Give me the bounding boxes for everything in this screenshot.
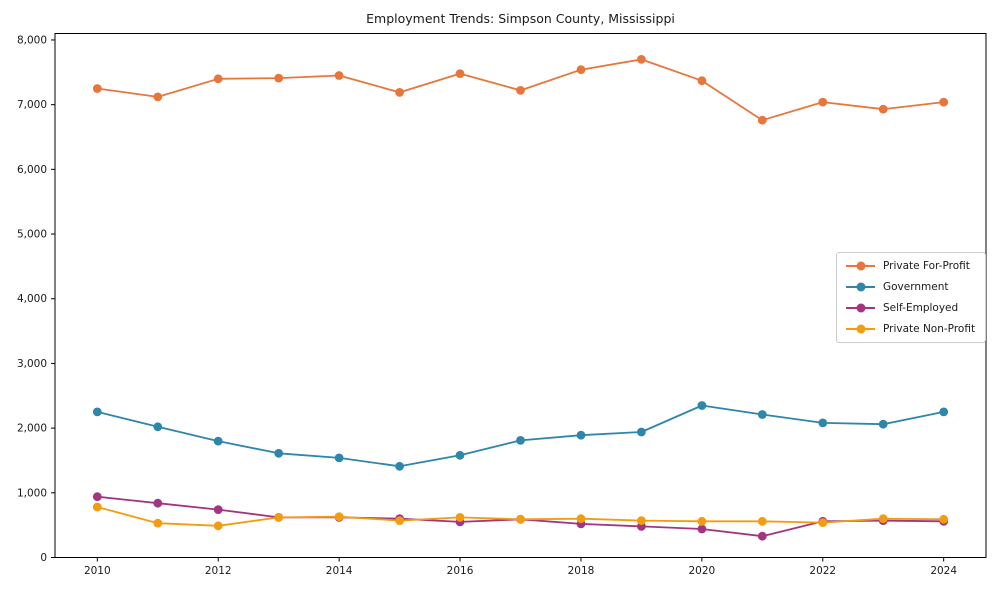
data-point-private-non-profit — [516, 514, 525, 524]
data-point-private-for-profit — [516, 86, 525, 95]
data-point-private-non-profit — [455, 513, 465, 522]
data-point-private-for-profit — [92, 84, 102, 93]
data-point-self-employed — [213, 505, 223, 514]
data-point-government — [637, 427, 646, 437]
data-point-private-non-profit — [878, 514, 888, 524]
legend-label: Private For-Profit — [883, 260, 970, 272]
data-point-government — [92, 407, 102, 417]
y-tick-label: 5,000 — [17, 229, 47, 241]
legend-label: Private Non-Profit — [883, 323, 976, 335]
data-point-government — [334, 453, 344, 463]
data-point-private-for-profit — [697, 76, 707, 86]
x-tick-label: 2022 — [809, 565, 836, 577]
data-point-self-employed — [757, 531, 767, 541]
y-tick-label: 8,000 — [17, 34, 47, 46]
data-point-private-non-profit — [153, 518, 163, 528]
legend-item-government: Government — [846, 281, 975, 293]
data-point-private-non-profit — [334, 512, 344, 522]
data-point-government — [697, 401, 707, 410]
data-point-private-for-profit — [395, 88, 404, 97]
data-point-government — [818, 418, 828, 428]
legend-item-private-non-profit: Private Non-Profit — [846, 323, 975, 335]
y-tick-label: 1,000 — [17, 487, 47, 499]
data-point-private-non-profit — [395, 516, 404, 525]
legend-line-marker-icon — [846, 324, 875, 334]
data-point-private-non-profit — [213, 521, 223, 531]
data-point-government — [274, 448, 284, 458]
data-point-government — [455, 450, 465, 460]
data-point-government — [395, 461, 404, 471]
data-point-government — [153, 422, 163, 432]
data-point-private-for-profit — [576, 65, 586, 75]
legend: Private For-Profit Government Self-Emplo… — [836, 252, 987, 343]
series-line-government — [97, 404, 944, 468]
data-point-private-for-profit — [757, 115, 767, 125]
data-point-private-non-profit — [818, 518, 828, 527]
y-tick-label: 3,000 — [17, 358, 47, 370]
y-tick-label: 6,000 — [17, 164, 47, 176]
chart-title: Employment Trends: Simpson County, Missi… — [366, 11, 675, 26]
data-point-private-for-profit — [818, 97, 828, 107]
x-tick-label: 2014 — [326, 565, 353, 577]
legend-label: Government — [883, 281, 949, 293]
data-point-private-for-profit — [637, 55, 646, 64]
x-tick-label: 2016 — [447, 565, 474, 577]
data-point-self-employed — [92, 492, 102, 502]
data-point-private-for-profit — [878, 104, 888, 114]
x-tick-label: 2020 — [688, 565, 715, 577]
data-point-private-non-profit — [757, 516, 767, 526]
legend-line-marker-icon — [846, 282, 875, 292]
data-point-government — [576, 430, 586, 440]
y-tick-label: 4,000 — [17, 293, 47, 305]
x-tick-label: 2018 — [568, 565, 595, 577]
data-point-private-for-profit — [213, 74, 223, 84]
legend-line-marker-icon — [846, 261, 875, 271]
data-point-government — [516, 436, 525, 445]
data-point-government — [213, 436, 223, 446]
data-point-self-employed — [153, 498, 163, 508]
data-point-private-for-profit — [939, 97, 949, 107]
data-point-private-for-profit — [274, 73, 284, 83]
y-tick-label: 2,000 — [17, 423, 47, 435]
data-point-private-for-profit — [334, 71, 344, 80]
data-point-private-for-profit — [153, 92, 163, 102]
x-tick-label: 2012 — [205, 565, 232, 577]
data-point-private-non-profit — [637, 516, 646, 525]
data-point-private-non-profit — [576, 514, 586, 524]
data-point-private-non-profit — [697, 516, 707, 526]
legend-label: Self-Employed — [883, 302, 959, 314]
data-point-self-employed — [697, 524, 707, 534]
data-point-private-non-profit — [92, 502, 102, 512]
y-tick-label: 0 — [40, 552, 47, 564]
y-tick-label: 7,000 — [17, 99, 47, 111]
data-point-government — [878, 419, 888, 429]
data-point-private-non-profit — [274, 513, 284, 522]
data-point-private-for-profit — [455, 69, 465, 78]
data-point-government — [757, 410, 767, 419]
x-tick-label: 2024 — [930, 565, 957, 577]
legend-item-self-employed: Self-Employed — [846, 302, 975, 314]
x-tick-label: 2010 — [84, 565, 111, 577]
legend-item-private-for-profit: Private For-Profit — [846, 260, 975, 272]
data-point-government — [939, 407, 949, 417]
legend-line-marker-icon — [846, 303, 875, 313]
data-point-private-non-profit — [939, 514, 949, 524]
